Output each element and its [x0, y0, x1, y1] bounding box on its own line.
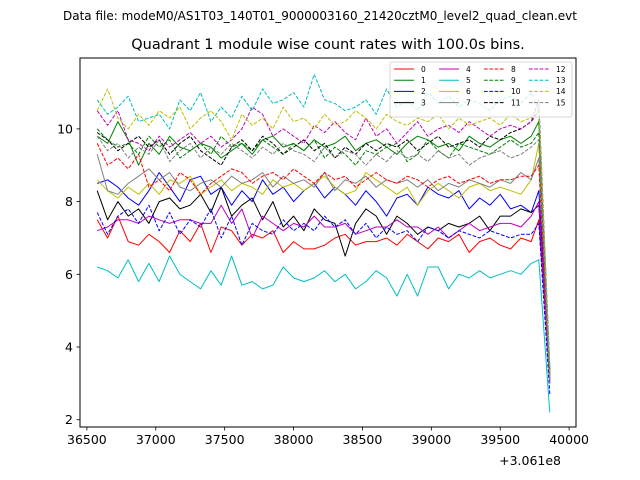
series-layer [96, 73, 551, 413]
legend-label-2: 2 [421, 87, 426, 96]
y-tick-label: 4 [65, 340, 73, 355]
chart-title: Quadrant 1 module wise count rates with … [131, 37, 525, 53]
legend-label-12: 12 [556, 65, 566, 74]
y-tick-label: 2 [65, 412, 73, 427]
series-line-4 [97, 201, 551, 384]
x-offset-label: +3.061e8 [499, 453, 561, 468]
y-axis: 2 4 6 8 10 [57, 121, 80, 427]
x-tick-label: 37500 [205, 432, 245, 447]
suptitle: Data file: modeM0/AS1T03_140T01_90000031… [63, 9, 577, 23]
x-tick-label: 40000 [549, 432, 589, 447]
legend-label-9: 9 [511, 76, 516, 85]
series-line-8 [96, 143, 551, 380]
series-line-14 [96, 88, 551, 377]
legend-label-11: 11 [511, 98, 521, 107]
legend-label-7: 7 [466, 98, 471, 107]
legend-label-15: 15 [556, 98, 566, 107]
y-tick-label: 6 [65, 267, 73, 282]
y-tick-label: 8 [65, 194, 73, 209]
legend-frame [389, 61, 573, 118]
y-tick-label: 10 [57, 121, 73, 136]
series-line-10 [96, 204, 551, 395]
series-line-3 [96, 186, 551, 380]
x-tick-label: 39000 [411, 432, 451, 447]
legend-label-5: 5 [466, 76, 471, 85]
legend-label-0: 0 [421, 65, 426, 74]
x-axis: 36500 37000 37500 38000 38500 39000 39500 40000 [67, 427, 589, 447]
x-tick-label: 37000 [136, 432, 176, 447]
legend-label-4: 4 [466, 65, 471, 74]
x-tick-label: 36500 [67, 432, 107, 447]
x-tick-label: 38500 [343, 432, 383, 447]
series-line-11 [96, 110, 551, 373]
series-line-5 [97, 255, 551, 413]
legend-label-10: 10 [511, 87, 521, 96]
legend-label-1: 1 [421, 76, 426, 85]
legend-label-13: 13 [556, 76, 566, 85]
series-line-6 [96, 142, 551, 377]
series-line-12 [96, 99, 551, 369]
legend-label-6: 6 [466, 87, 471, 96]
x-tick-label: 38000 [274, 432, 314, 447]
series-line-1 [96, 121, 551, 377]
legend-label-14: 14 [556, 87, 566, 96]
series-line-9 [96, 128, 551, 377]
series-line-2 [97, 172, 551, 369]
x-tick-label: 39500 [480, 432, 520, 447]
plot-area: 36500 37000 37500 38000 38500 39000 39500 40000… [57, 57, 589, 468]
legend-label-8: 8 [511, 65, 516, 74]
series-line-15 [96, 135, 551, 384]
legend-label-3: 3 [421, 98, 426, 107]
axes-frame [79, 57, 577, 428]
series-line-0 [96, 215, 551, 373]
